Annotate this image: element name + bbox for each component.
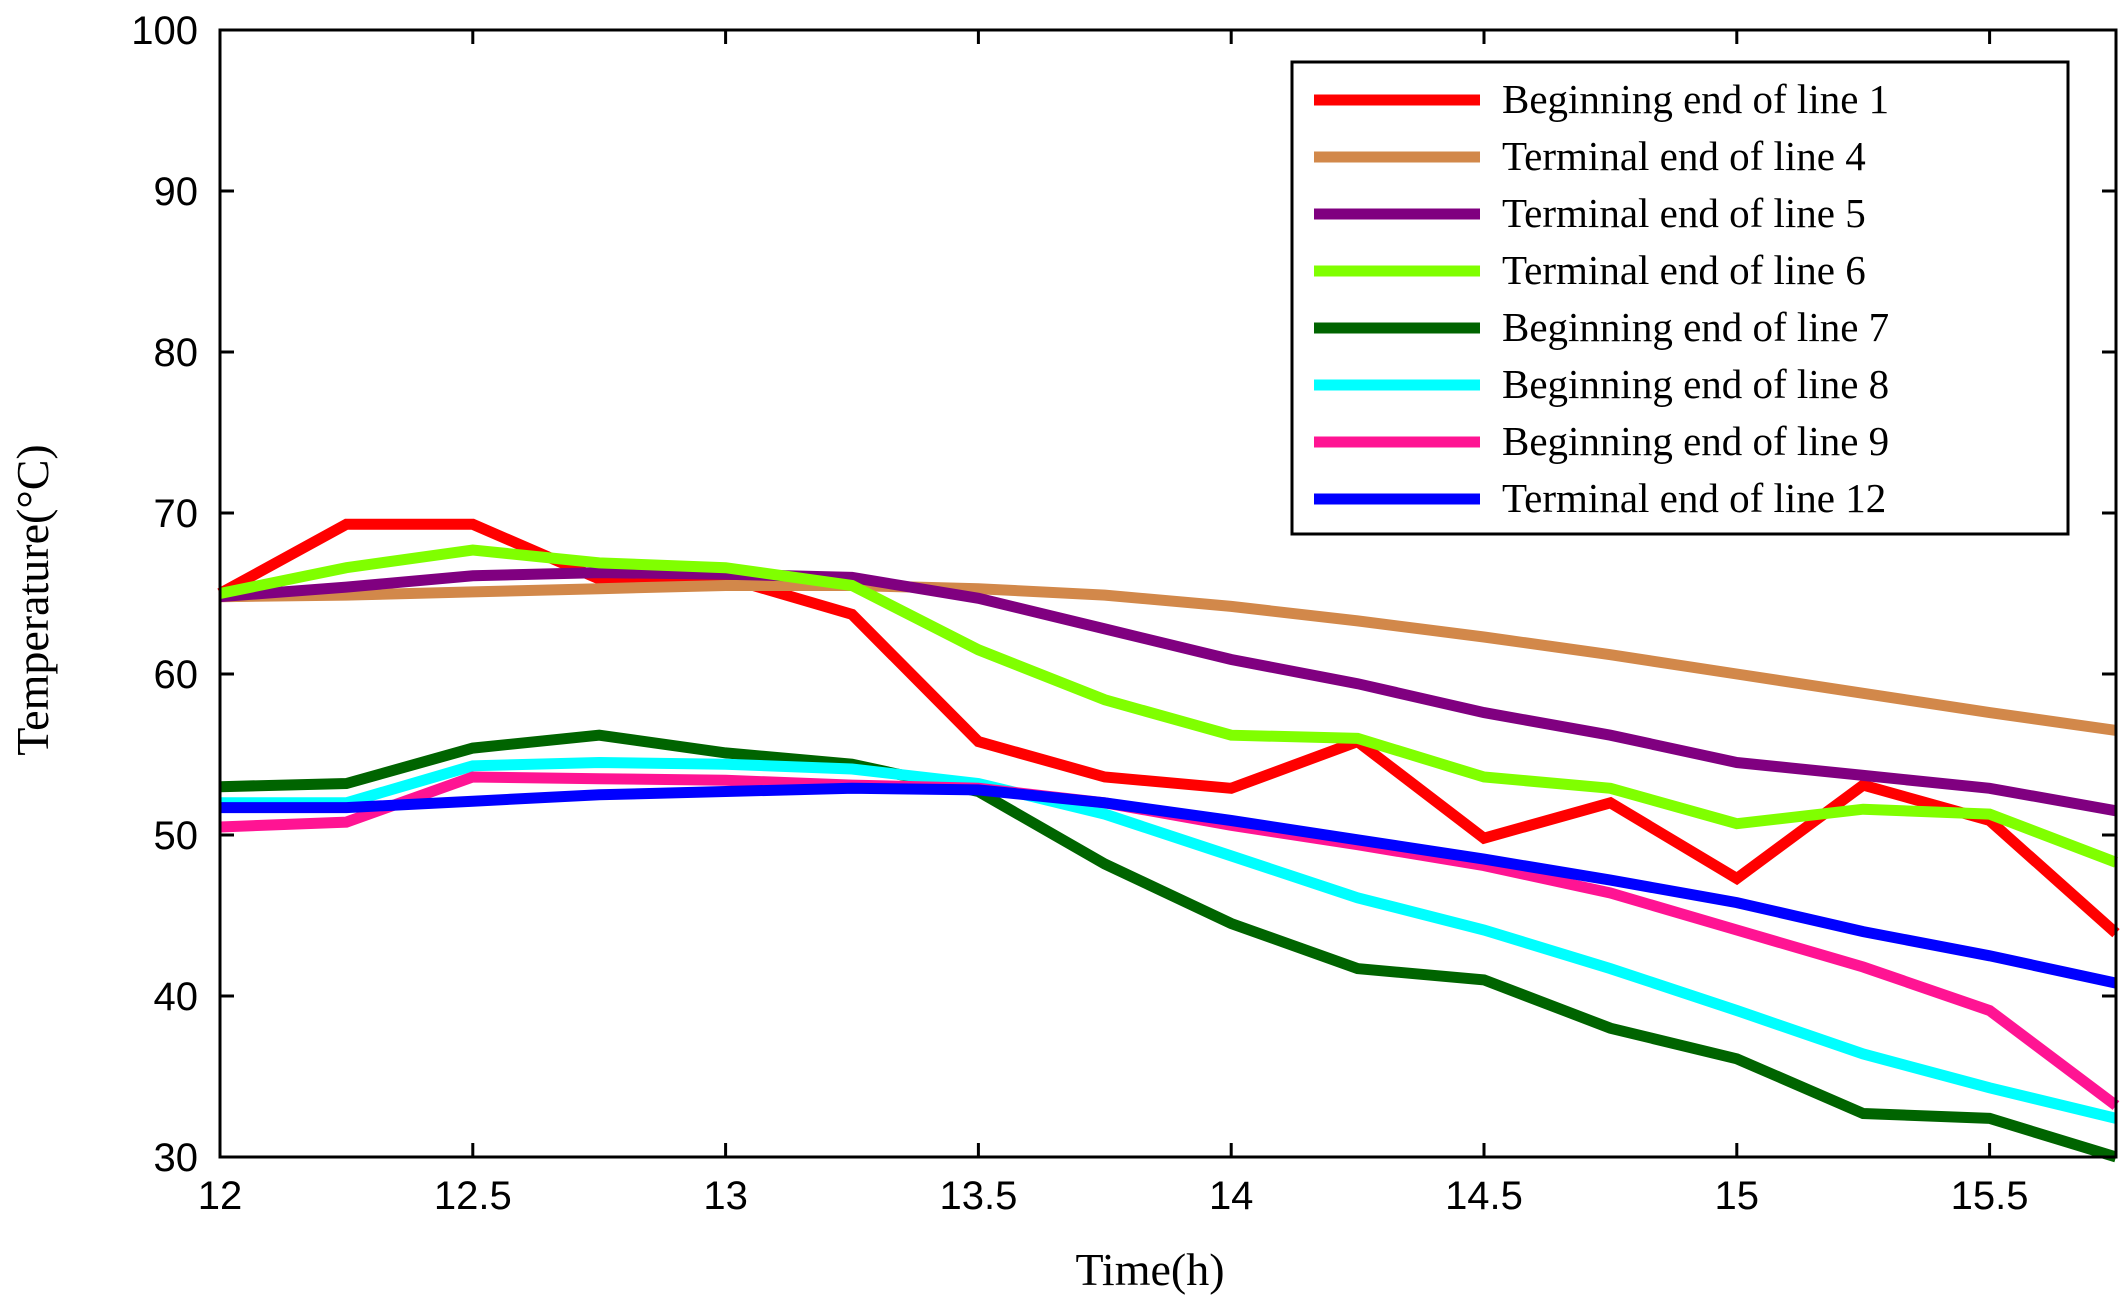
plot-frame	[218, 28, 2118, 1159]
series-line-8	[220, 782, 2118, 989]
y-tick-label: 50	[154, 814, 199, 858]
legend-label-6: Beginning end of line 8	[1502, 361, 1889, 407]
legend-label-3: Terminal end of line 5	[1502, 190, 1866, 236]
legend-box	[1290, 60, 2070, 536]
y-tick-label: 60	[154, 653, 199, 697]
x-tick-label: 12.5	[434, 1174, 512, 1218]
series-line-6	[220, 756, 2118, 1124]
y-axis-ticks: 30 40 50 60 70 80 90 100	[131, 9, 2116, 1180]
x-tick-label: 14	[1209, 1174, 1254, 1218]
legend-label-8: Terminal end of line 12	[1502, 475, 1886, 521]
legend-label-5: Beginning end of line 7	[1502, 304, 1889, 350]
legend-label-2: Terminal end of line 4	[1502, 133, 1866, 179]
legend: Beginning end of line 1 Terminal end of l…	[1290, 60, 2070, 536]
x-tick-label: 13.5	[939, 1174, 1017, 1218]
x-tick-label: 12	[198, 1174, 243, 1218]
y-tick-label: 40	[154, 975, 199, 1019]
y-axis-label: Temperature(°C)	[7, 444, 58, 755]
legend-label-7: Beginning end of line 9	[1502, 418, 1889, 464]
x-tick-label: 13	[703, 1174, 748, 1218]
series-line-2	[219, 580, 2117, 736]
series-line-4	[218, 544, 2118, 868]
series-line-3	[219, 567, 2117, 817]
x-tick-label: 15	[1715, 1174, 1760, 1218]
x-tick-label: 15.5	[1951, 1174, 2029, 1218]
y-tick-label: 80	[154, 331, 199, 375]
x-axis-ticks: 12 12.5 13 13.5 14 14.5 15 15.5	[198, 30, 2029, 1218]
y-tick-label: 30	[154, 1136, 199, 1180]
plot-series	[217, 518, 2120, 1163]
x-tick-label: 14.5	[1445, 1174, 1523, 1218]
series-line-5	[219, 729, 2118, 1163]
y-tick-label: 70	[154, 492, 199, 536]
x-axis-label: Time(h)	[1075, 1244, 1224, 1295]
y-tick-label: 90	[154, 170, 199, 214]
y-tick-label: 100	[131, 9, 198, 53]
legend-label-4: Terminal end of line 6	[1502, 247, 1866, 293]
legend-label-1: Beginning end of line 1	[1502, 76, 1889, 122]
